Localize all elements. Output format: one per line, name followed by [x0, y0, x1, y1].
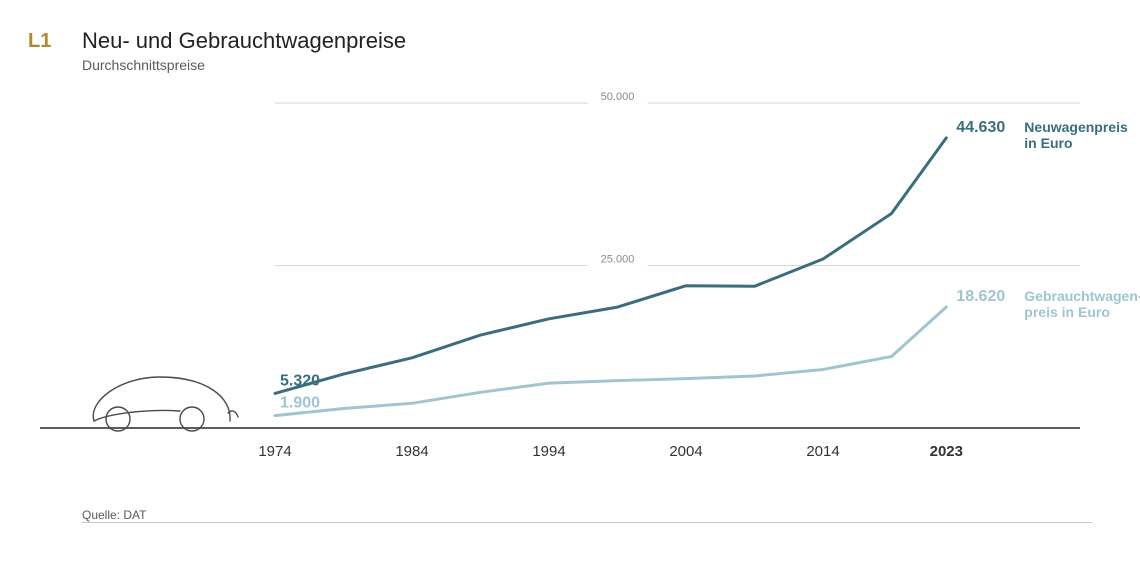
- source-caption: Quelle: DAT: [82, 508, 156, 522]
- x-tick-label: 1984: [395, 443, 428, 460]
- series-new-end-value: 44.630: [956, 119, 1005, 136]
- chart-title: Neu- und Gebrauchtwagenpreise: [82, 28, 406, 54]
- x-tick-label: 2023: [930, 443, 963, 460]
- x-tick-label: 1994: [532, 443, 565, 460]
- x-tick-label: 1974: [258, 443, 291, 460]
- series-used-end-value: 18.620: [956, 288, 1005, 305]
- series-used: [275, 307, 946, 416]
- chart-subtitle: Durchschnittspreise: [82, 57, 205, 73]
- series-used-label: Gebrauchtwagen-: [1024, 288, 1140, 304]
- source-rule: [82, 522, 1092, 523]
- car-icon: [93, 377, 238, 431]
- series-used-label: preis in Euro: [1024, 304, 1110, 320]
- line-chart: 25.000 50.000 1974 1984 1994 2004 2014 2023 5.32…: [0, 78, 1140, 498]
- series-new-label: Neuwagenpreis: [1024, 119, 1128, 135]
- series-new-start-value: 5.320: [280, 372, 320, 389]
- y-tick-label: 25.000: [601, 254, 635, 266]
- page-root: L1 Neu- und Gebrauchtwagenpreise Durchsc…: [0, 0, 1140, 587]
- figure-number: L1: [28, 30, 51, 53]
- series-new-label: in Euro: [1024, 135, 1072, 151]
- chart-area: 25.000 50.000 1974 1984 1994 2004 2014 2023 5.32…: [0, 78, 1140, 498]
- x-tick-label: 2004: [669, 443, 702, 460]
- series-used-start-value: 1.900: [280, 395, 320, 412]
- y-tick-label: 50.000: [601, 91, 635, 103]
- x-tick-label: 2014: [806, 443, 839, 460]
